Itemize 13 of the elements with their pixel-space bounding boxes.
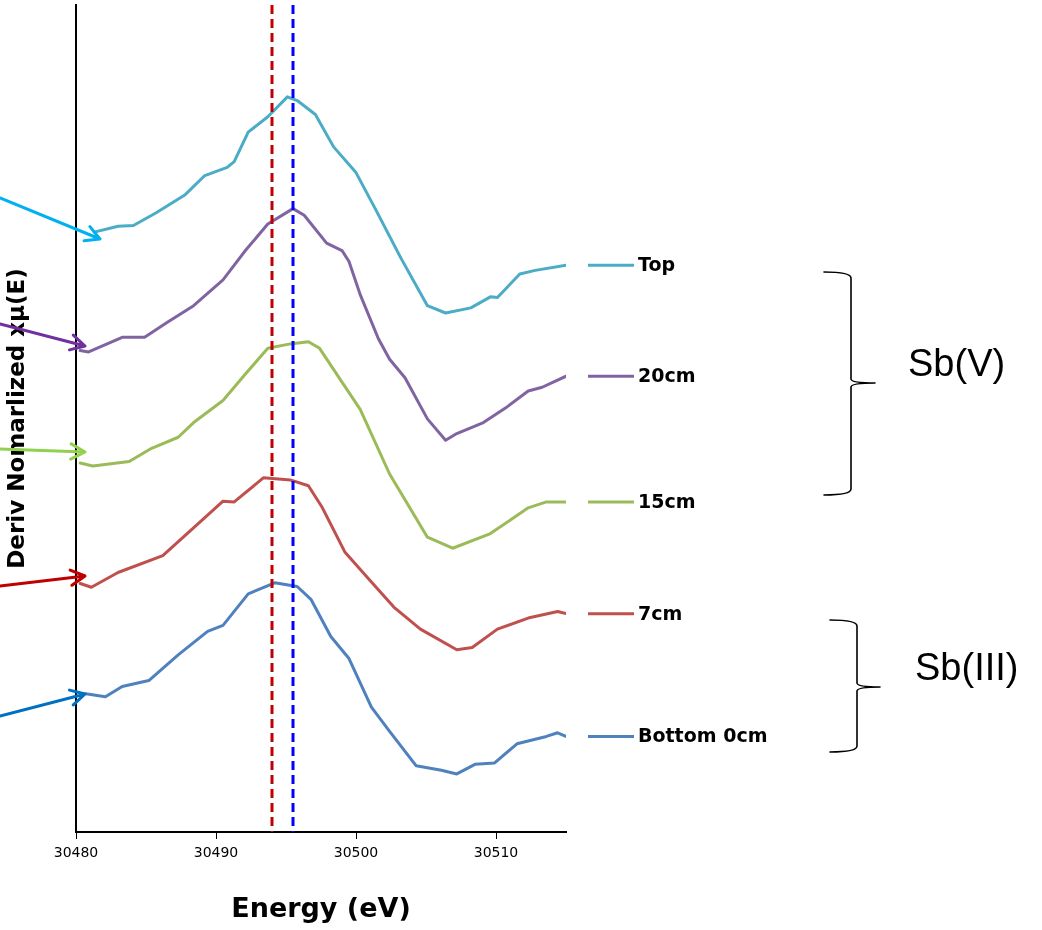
legend-label: 15cm [638,489,696,512]
x-tick-label: 30510 [473,844,519,861]
legend-label: 20cm [638,364,696,387]
x-tick-label: 30490 [193,844,239,861]
x-tick-label: 30480 [53,844,99,861]
legend-label: Bottom 0cm [638,724,768,747]
legend-label: Top [638,253,676,276]
x-axis-title: Energy (eV) [231,891,411,923]
text: Sb(V) [908,342,1006,385]
legend-label: 7cm [638,601,683,624]
text: Sb(III) [915,646,1019,689]
x-tick-label: 30500 [333,844,379,861]
y-axis-title: Deriv Nomarlized xμ(E) [2,268,29,569]
